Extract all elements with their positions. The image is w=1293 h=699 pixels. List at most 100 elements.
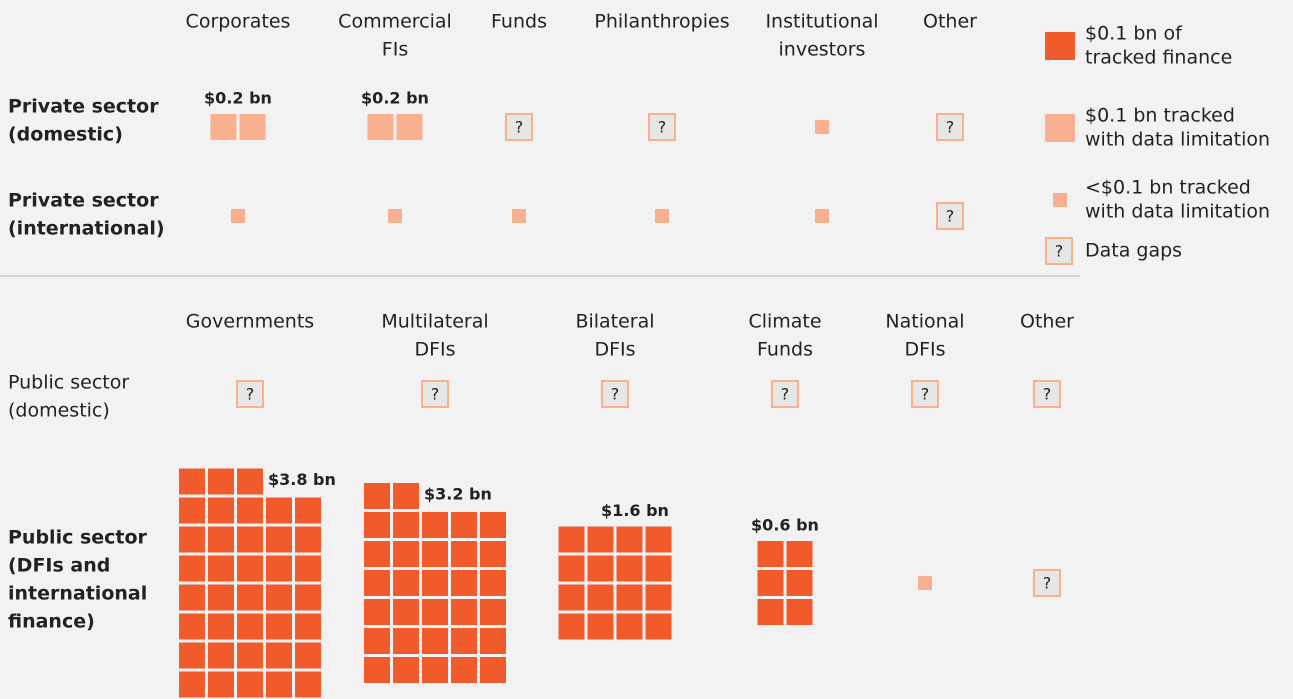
waffle-square bbox=[558, 584, 585, 611]
waffle-square bbox=[295, 642, 321, 669]
waffle-square bbox=[480, 512, 506, 538]
waffle-square bbox=[239, 114, 266, 140]
waffle-square bbox=[364, 628, 390, 654]
data-gap-symbol: ? bbox=[1055, 242, 1064, 261]
waffle-square bbox=[364, 599, 390, 625]
waffle-square bbox=[480, 657, 506, 683]
waffle-square bbox=[616, 555, 643, 582]
small-square bbox=[815, 120, 829, 134]
row-label: (DFIs and bbox=[8, 555, 110, 577]
legend-swatch bbox=[1045, 114, 1075, 142]
value-label: $3.8 bn bbox=[268, 470, 336, 489]
row-label: Public sector bbox=[8, 527, 148, 549]
waffle-square bbox=[266, 497, 292, 524]
waffle-square bbox=[587, 526, 614, 553]
waffle-square bbox=[295, 671, 321, 698]
data-gap-symbol: ? bbox=[611, 385, 620, 404]
row-label: international bbox=[8, 583, 147, 605]
waffle-square bbox=[364, 657, 390, 683]
column-header: DFIs bbox=[904, 339, 945, 361]
column-header: Philanthropies bbox=[594, 11, 729, 33]
waffle-square bbox=[295, 613, 321, 640]
data-gap-symbol: ? bbox=[1043, 574, 1052, 593]
waffle-square bbox=[393, 628, 419, 654]
waffle-square bbox=[587, 613, 614, 640]
waffle-square bbox=[786, 570, 813, 596]
row-label: (international) bbox=[8, 218, 165, 240]
waffle-square bbox=[786, 541, 813, 567]
waffle-square bbox=[645, 526, 672, 553]
value-label: $0.6 bn bbox=[751, 516, 819, 535]
small-square bbox=[512, 209, 526, 223]
legend-swatch bbox=[1053, 193, 1067, 207]
waffle-square bbox=[645, 555, 672, 582]
legend-label: with data limitation bbox=[1085, 129, 1270, 151]
waffle-square bbox=[364, 512, 390, 538]
waffle-square bbox=[266, 526, 292, 553]
waffle-square bbox=[266, 584, 292, 611]
waffle-square bbox=[179, 642, 205, 669]
waffle-square bbox=[587, 584, 614, 611]
row-label: Public sector bbox=[8, 372, 129, 394]
waffle-square bbox=[179, 526, 205, 553]
waffle-square bbox=[179, 497, 205, 524]
waffle-square bbox=[393, 483, 419, 509]
waffle-square bbox=[266, 613, 292, 640]
waffle-square bbox=[558, 526, 585, 553]
data-gap-symbol: ? bbox=[946, 207, 955, 226]
data-gap-symbol: ? bbox=[515, 118, 524, 137]
value-label: $0.2 bn bbox=[204, 89, 272, 108]
row-label: (domestic) bbox=[8, 400, 110, 422]
row-label: (domestic) bbox=[8, 124, 123, 146]
row-label: finance) bbox=[8, 611, 95, 633]
waffle-square bbox=[179, 671, 205, 698]
waffle-square bbox=[179, 468, 205, 495]
legend-label: <$0.1 bn tracked bbox=[1085, 177, 1251, 199]
column-header: Governments bbox=[186, 311, 314, 333]
data-gap-box bbox=[601, 380, 629, 408]
column-header: National bbox=[885, 311, 964, 333]
waffle-square bbox=[237, 468, 263, 495]
waffle-square bbox=[208, 497, 234, 524]
waffle-square bbox=[393, 657, 419, 683]
data-gap-box bbox=[771, 380, 799, 408]
waffle-square bbox=[480, 541, 506, 567]
waffle-square bbox=[451, 628, 477, 654]
column-header: Institutional bbox=[765, 11, 878, 33]
column-header: Bilateral bbox=[575, 311, 654, 333]
waffle-square bbox=[558, 613, 585, 640]
small-square bbox=[388, 209, 402, 223]
waffle-square bbox=[757, 599, 784, 625]
waffle-square bbox=[645, 584, 672, 611]
waffle-square bbox=[237, 555, 263, 582]
data-gap-symbol: ? bbox=[431, 385, 440, 404]
row-label: Private sector bbox=[8, 96, 159, 118]
data-gap-box bbox=[1045, 237, 1073, 265]
column-header: Funds bbox=[757, 339, 813, 361]
legend-swatch bbox=[1045, 32, 1075, 60]
waffle-square bbox=[393, 570, 419, 596]
waffle-square bbox=[393, 541, 419, 567]
waffle-square bbox=[295, 584, 321, 611]
column-header: DFIs bbox=[594, 339, 635, 361]
waffle-square bbox=[422, 657, 448, 683]
waffle-square bbox=[237, 526, 263, 553]
column-header: investors bbox=[779, 39, 866, 61]
waffle-square bbox=[451, 512, 477, 538]
waffle-square bbox=[208, 468, 234, 495]
waffle-square bbox=[208, 671, 234, 698]
waffle-square bbox=[266, 671, 292, 698]
waffle-square bbox=[451, 599, 477, 625]
waffle-square bbox=[451, 570, 477, 596]
waffle-square bbox=[616, 613, 643, 640]
column-header: Multilateral bbox=[381, 311, 488, 333]
data-gap-box bbox=[911, 380, 939, 408]
waffle-square bbox=[179, 555, 205, 582]
waffle-square bbox=[237, 584, 263, 611]
data-gap-box bbox=[505, 113, 533, 141]
waffle-square bbox=[422, 541, 448, 567]
waffle-square bbox=[367, 114, 394, 140]
legend-label: with data limitation bbox=[1085, 201, 1270, 223]
column-header: FIs bbox=[382, 39, 408, 61]
